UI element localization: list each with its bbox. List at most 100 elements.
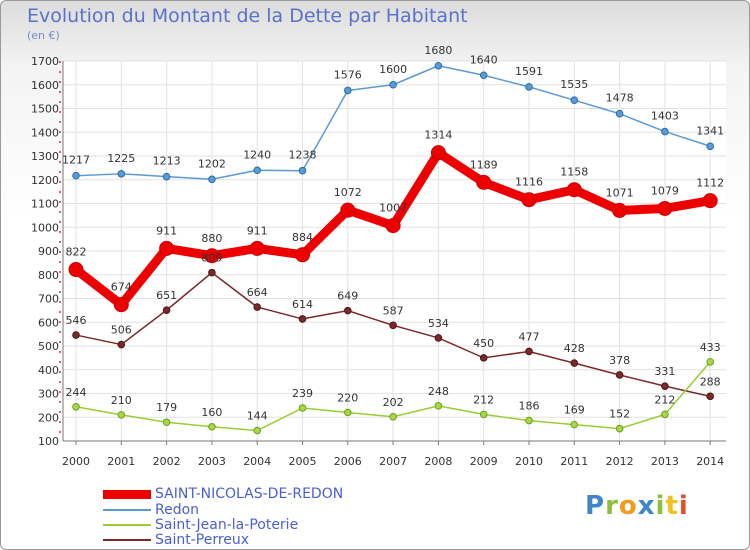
data-point-1-2007 [389,80,397,89]
y-tick-label: 700 [38,293,59,306]
y-tick-label: 1400 [31,126,59,139]
data-label-0-2014: 1112 [696,177,724,190]
x-tick-label: 2011 [560,455,588,468]
data-point-1-2011 [570,96,579,104]
data-label-0-2011: 1158 [560,166,588,179]
data-point-1-2002 [162,172,171,181]
x-tick-label: 2003 [198,455,226,468]
data-label-3-2004: 664 [247,286,268,299]
y-tick-label: 1500 [31,103,59,116]
data-point-0-2000 [68,262,84,278]
data-point-3-2004 [253,303,262,311]
x-tick-label: 2008 [424,455,452,468]
data-point-2-2001 [117,411,126,419]
data-point-2-2007 [389,412,397,421]
data-label-3-2002: 651 [156,289,177,302]
data-label-2-2003: 160 [201,406,222,419]
data-label-1-2007: 1600 [379,63,407,76]
y-tick-label: 1200 [31,174,59,187]
data-label-3-2009: 450 [473,337,494,350]
data-label-0-2009: 1189 [470,158,498,171]
data-label-1-2010: 1591 [515,65,543,78]
data-label-1-2002: 1213 [153,155,181,168]
data-label-1-2000: 1217 [62,154,90,167]
data-label-1-2008: 1680 [424,44,452,57]
data-label-1-2011: 1535 [560,78,588,91]
data-label-1-2003: 1202 [198,157,226,170]
data-label-3-2001: 506 [111,324,132,337]
legend-label-redon: Redon [155,502,200,518]
data-point-3-2014 [706,392,715,401]
data-point-0-2002 [159,240,175,256]
data-point-0-2013 [657,200,673,216]
data-point-1-2013 [661,127,669,136]
data-point-3-2008 [434,334,443,342]
data-point-1-2004 [253,166,262,175]
x-tick-label: 2006 [334,455,362,468]
data-point-2-2002 [162,418,171,427]
data-point-0-2003 [204,248,220,264]
data-point-2-2012 [615,424,624,433]
x-tick-label: 2013 [651,455,679,468]
data-point-0-2005 [295,247,310,263]
legend-swatch-saint-jean [103,524,151,526]
data-label-1-2001: 1225 [107,152,135,165]
data-point-1-2009 [479,71,488,80]
data-point-1-2010 [525,83,533,91]
legend-item-saint-nicolas: SAINT-NICOLAS-DE-REDON [103,486,343,502]
proxiti-logo: Proxiti [585,491,689,521]
y-tick-label: 300 [38,388,59,401]
data-point-2-2005 [298,404,307,412]
data-point-3-2000 [72,331,80,339]
y-tick-label: 1600 [31,79,59,92]
data-label-0-2005: 884 [292,231,313,244]
x-tick-label: 2010 [515,455,543,468]
x-tick-label: 2014 [696,455,724,468]
y-tick-label: 100 [38,435,59,448]
data-label-0-2012: 1071 [606,186,634,199]
x-tick-label: 2012 [606,455,634,468]
data-point-1-2003 [208,175,216,184]
data-label-0-2008: 1314 [424,129,452,142]
x-tick-label: 2005 [289,455,317,468]
y-tick-label: 1700 [31,55,59,68]
data-point-0-2004 [249,240,265,256]
data-point-1-2005 [298,166,307,175]
legend-item-saint-perreux: Saint-Perreux [103,532,249,548]
data-label-2-2009: 212 [473,393,494,406]
legend-item-saint-jean: Saint-Jean-la-Poterie [103,517,298,533]
data-label-0-2001: 674 [111,281,132,294]
legend-label-saint-jean: Saint-Jean-la-Poterie [155,517,299,533]
data-label-2-2013: 212 [654,393,675,406]
data-label-1-2014: 1341 [696,124,724,137]
data-label-3-2006: 649 [337,290,358,303]
data-point-0-2012 [612,202,628,218]
data-label-2-2008: 248 [428,385,449,398]
y-tick-label: 800 [38,269,59,282]
y-tick-label: 1000 [31,221,59,234]
y-tick-label: 200 [38,411,59,424]
y-tick-label: 500 [38,340,59,353]
data-label-3-2007: 587 [383,304,404,317]
x-tick-label: 2002 [153,455,181,468]
data-point-0-2009 [476,174,492,190]
data-point-1-2012 [615,109,624,118]
data-label-1-2006: 1576 [334,68,362,81]
data-point-0-2008 [430,145,446,161]
data-label-3-2008: 534 [428,317,449,330]
data-label-3-2012: 378 [609,354,630,367]
data-label-3-2010: 477 [519,330,540,343]
data-label-3-2005: 614 [292,298,313,311]
x-tick-label: 2000 [62,455,90,468]
data-point-2-2011 [570,420,579,429]
data-label-0-2003: 880 [201,232,222,245]
data-label-1-2005: 1238 [289,149,317,162]
data-label-2-2002: 179 [156,401,177,414]
data-point-2-2000 [72,403,80,411]
y-tick-label: 900 [38,245,59,258]
data-point-2-2010 [525,416,533,425]
data-label-2-2001: 210 [111,394,132,407]
x-tick-label: 2004 [243,455,271,468]
data-point-3-2009 [479,354,488,362]
data-label-3-2013: 331 [654,365,675,378]
